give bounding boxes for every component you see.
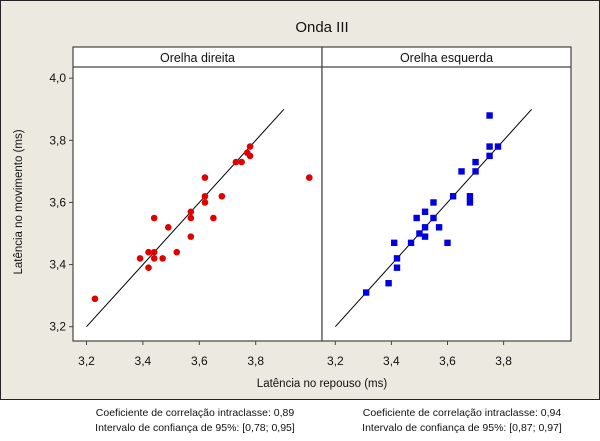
chart-title: Onda III <box>295 19 348 36</box>
data-point <box>150 248 158 256</box>
data-point <box>173 248 181 256</box>
x-tick-label: 3,4 <box>383 354 400 368</box>
footer-statistic: Intervalo de confiança de 95%: [0,87; 0,… <box>362 422 562 434</box>
data-point <box>435 224 443 231</box>
data-point <box>136 255 144 262</box>
data-point <box>430 199 437 206</box>
data-point <box>486 143 493 150</box>
data-point <box>305 174 313 181</box>
data-point <box>201 192 209 200</box>
data-point <box>362 289 370 296</box>
data-point <box>159 255 166 262</box>
panel-strip-label: Orelha direita <box>160 51 235 65</box>
data-point <box>407 239 415 247</box>
data-point <box>393 264 401 271</box>
data-point <box>187 214 195 222</box>
panel-orelha-direita: Orelha direita 3,2 3,4 3,6 3,8 <box>72 46 323 368</box>
y-tick-label: 3,4 <box>49 258 66 272</box>
data-point <box>150 255 158 262</box>
data-point <box>472 168 479 175</box>
data-point <box>145 248 152 256</box>
data-point <box>466 193 474 200</box>
x-tick-label: 3,2 <box>78 354 95 368</box>
data-point <box>210 214 217 222</box>
x-tick-label: 3,8 <box>495 354 512 368</box>
data-point <box>486 152 493 160</box>
data-point <box>393 255 401 262</box>
x-tick-label: 3,6 <box>191 354 208 368</box>
data-point <box>421 233 429 240</box>
data-point <box>466 199 474 206</box>
data-point <box>246 143 254 150</box>
data-point <box>494 143 502 150</box>
data-point <box>232 158 240 166</box>
data-point <box>238 158 245 166</box>
data-point <box>145 264 152 271</box>
y-tick-label: 4,0 <box>49 71 66 85</box>
plot-area <box>321 46 572 342</box>
y-tick-label: 3,8 <box>49 133 66 147</box>
data-point <box>150 214 158 222</box>
x-tick-label: 3,2 <box>327 354 344 368</box>
footer-statistic: Intervalo de confiança de 95%: [0,78; 0,… <box>95 422 295 434</box>
y-tick-label: 3,2 <box>49 320 66 334</box>
data-point <box>246 152 254 160</box>
data-point <box>472 158 479 166</box>
data-point <box>385 280 392 287</box>
x-axis-label: Latência no repouso (ms) <box>257 378 388 390</box>
data-point <box>187 208 195 216</box>
data-point <box>413 214 420 222</box>
data-point <box>164 224 172 231</box>
plot-area <box>72 46 323 342</box>
data-point <box>421 224 429 231</box>
panel-orelha-esquerda: Orelha esquerda 3,2 3,4 3,6 3,8 <box>321 46 572 368</box>
x-tick-label: 3,8 <box>247 354 264 368</box>
y-axis-label: Latência no movimento (ms) <box>13 129 25 274</box>
x-tick-label: 3,4 <box>135 354 152 368</box>
data-point <box>218 192 226 200</box>
data-point <box>201 199 209 206</box>
panel-strip-label: Orelha esquerda <box>400 51 493 65</box>
x-tick-label: 3,6 <box>439 354 456 368</box>
data-point <box>421 208 429 215</box>
data-point <box>449 193 457 200</box>
data-point <box>416 230 423 237</box>
footer-statistic: Coeficiente de correlação intraclasse: 0… <box>96 407 295 419</box>
footer-statistic: Coeficiente de correlação intraclasse: 0… <box>363 407 562 419</box>
data-point <box>201 174 209 181</box>
y-tick-label: 3,6 <box>49 195 66 209</box>
data-point <box>187 233 195 240</box>
data-point <box>444 239 451 247</box>
data-point <box>391 239 398 247</box>
data-point <box>91 295 99 303</box>
data-point <box>458 168 465 175</box>
data-point <box>430 214 437 222</box>
data-point <box>486 112 493 119</box>
